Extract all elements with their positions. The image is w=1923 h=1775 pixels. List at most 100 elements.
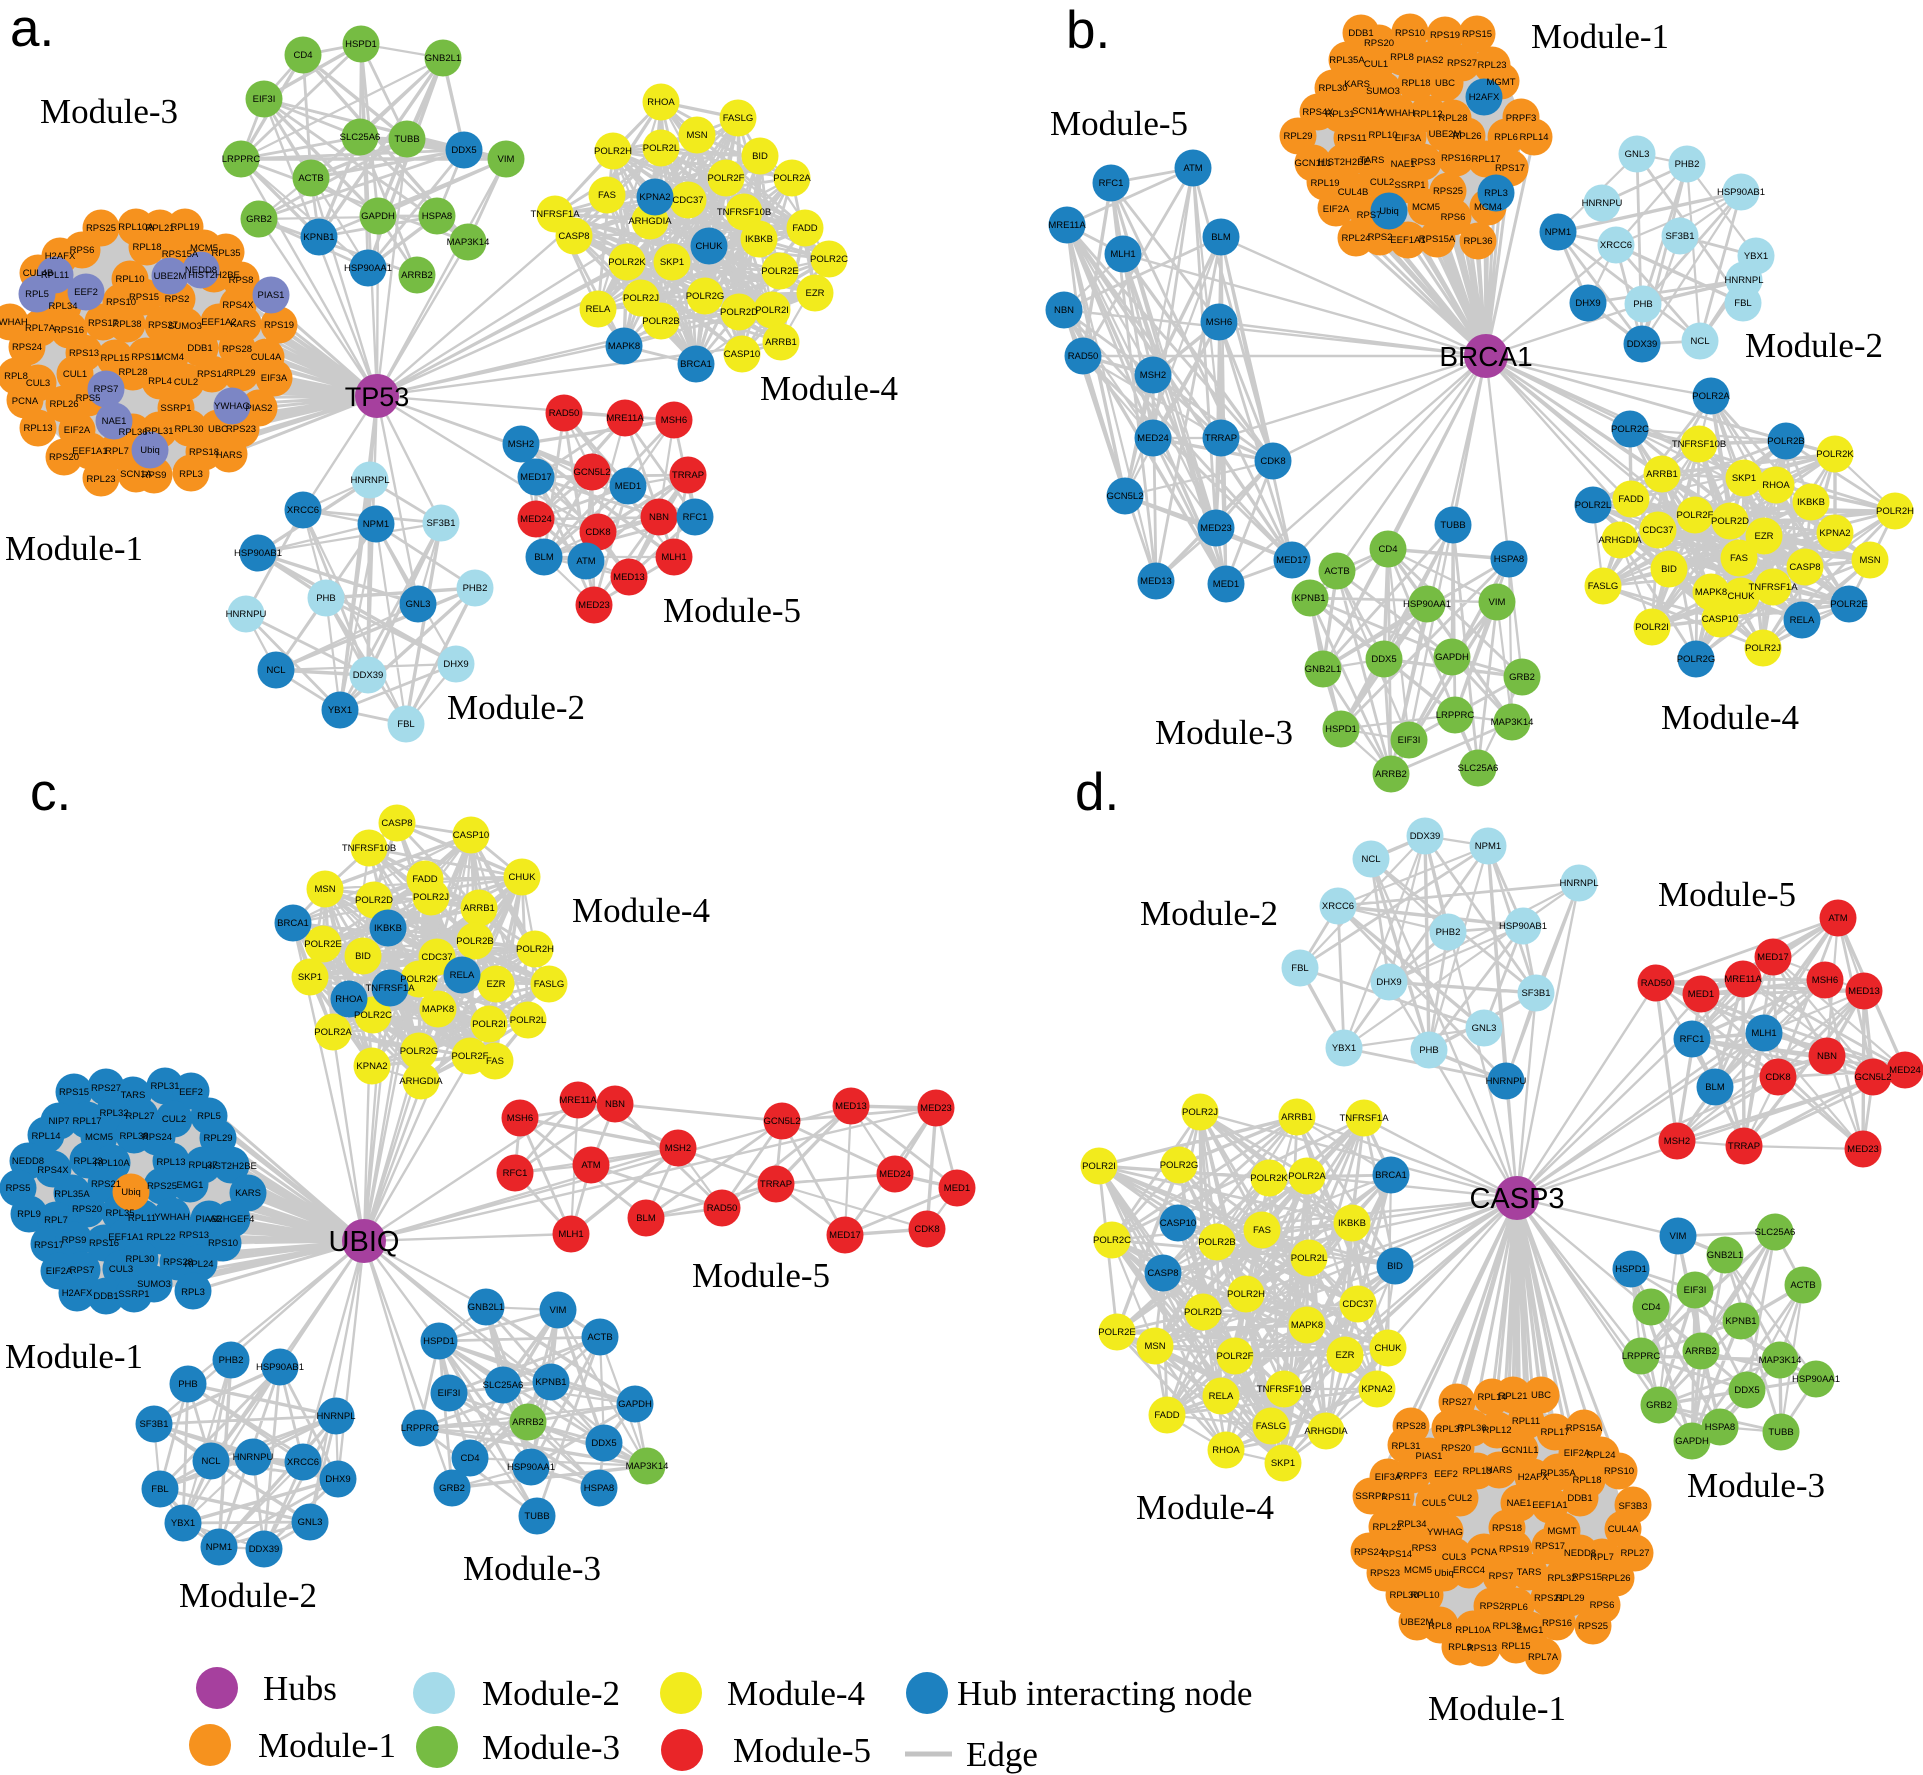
svg-text:RPL8: RPL8 [1428, 1621, 1452, 1632]
svg-text:RPL7: RPL7 [1590, 1552, 1614, 1563]
svg-text:RPL28: RPL28 [118, 367, 147, 378]
svg-text:RPS9: RPS9 [142, 470, 167, 481]
svg-text:GCN5L2: GCN5L2 [1107, 491, 1144, 502]
svg-text:EZR: EZR [1336, 1350, 1355, 1361]
svg-text:PCNA: PCNA [12, 396, 39, 407]
svg-text:RPL30: RPL30 [125, 1254, 154, 1265]
svg-text:CUL2: CUL2 [1370, 177, 1394, 188]
svg-text:MCM5: MCM5 [190, 243, 218, 254]
svg-text:RPS20: RPS20 [1441, 1443, 1471, 1454]
svg-text:MSN: MSN [314, 884, 335, 895]
svg-text:KPNB1: KPNB1 [535, 1377, 566, 1388]
svg-text:RPS13: RPS13 [179, 1230, 209, 1241]
svg-text:Module-5: Module-5 [1050, 104, 1188, 143]
svg-text:CDC37: CDC37 [421, 952, 452, 963]
svg-text:TUBB: TUBB [1440, 520, 1465, 531]
svg-text:MED13: MED13 [1848, 986, 1880, 997]
svg-text:IKBKB: IKBKB [374, 923, 402, 934]
svg-text:Module-2: Module-2 [1140, 894, 1278, 933]
svg-text:KPNB1: KPNB1 [1294, 593, 1325, 604]
svg-text:MED17: MED17 [1276, 555, 1308, 566]
svg-text:RPL30: RPL30 [174, 424, 203, 435]
svg-text:SF3B1: SF3B1 [1665, 231, 1694, 242]
svg-text:POLR2K: POLR2K [400, 974, 438, 985]
svg-text:HSPA8: HSPA8 [1705, 1422, 1735, 1433]
svg-text:Module-5: Module-5 [733, 1731, 871, 1770]
svg-text:FASLG: FASLG [534, 979, 565, 990]
svg-text:NPM1: NPM1 [1545, 227, 1571, 238]
svg-text:SSRP1: SSRP1 [118, 1289, 149, 1300]
svg-text:GAPDH: GAPDH [1435, 652, 1469, 663]
svg-text:RPS16: RPS16 [54, 325, 84, 336]
svg-text:NBN: NBN [1817, 1051, 1837, 1062]
svg-text:RPL10: RPL10 [115, 274, 144, 285]
svg-text:BRCA1: BRCA1 [277, 918, 309, 929]
svg-text:GNL3: GNL3 [406, 599, 431, 610]
svg-text:TNFRSF1A: TNFRSF1A [365, 983, 415, 994]
svg-text:CUL3: CUL3 [109, 1264, 133, 1275]
svg-text:CHUK: CHUK [1728, 591, 1756, 602]
svg-text:DHX9: DHX9 [443, 659, 468, 670]
svg-text:RPL14: RPL14 [31, 1131, 60, 1142]
svg-text:DHX9: DHX9 [1575, 298, 1600, 309]
svg-text:MSH2: MSH2 [508, 439, 534, 450]
svg-text:HNRNPU: HNRNPU [233, 1452, 274, 1463]
svg-text:ACTB: ACTB [1790, 1280, 1815, 1291]
svg-text:POLR2F: POLR2F [1677, 510, 1714, 521]
svg-text:MLH1: MLH1 [1751, 1028, 1776, 1039]
svg-text:CHUK: CHUK [1375, 1343, 1403, 1354]
svg-text:KPNA2: KPNA2 [1361, 1384, 1392, 1395]
svg-text:CUL2: CUL2 [174, 377, 198, 388]
svg-text:RPS17: RPS17 [1495, 163, 1525, 174]
svg-text:DDB1: DDB1 [1567, 1493, 1592, 1504]
svg-text:CUL1: CUL1 [63, 369, 87, 380]
svg-text:a.: a. [10, 0, 54, 58]
svg-text:EZR: EZR [487, 979, 506, 990]
svg-text:BRCA1: BRCA1 [1439, 341, 1532, 372]
svg-text:FAS: FAS [1253, 1225, 1271, 1236]
svg-text:RPL18: RPL18 [1401, 78, 1430, 89]
svg-text:RPS11: RPS11 [131, 352, 160, 363]
svg-text:ACTB: ACTB [298, 173, 323, 184]
svg-text:CUL3: CUL3 [26, 378, 50, 389]
svg-text:FADD: FADD [792, 223, 817, 234]
svg-text:Module-4: Module-4 [1136, 1488, 1274, 1527]
svg-text:SSRP1: SSRP1 [160, 403, 191, 414]
svg-text:POLR2E: POLR2E [761, 266, 799, 277]
svg-text:RPS11: RPS11 [1337, 133, 1366, 144]
svg-text:NEDD8: NEDD8 [12, 1156, 44, 1167]
svg-text:DDX5: DDX5 [1734, 1385, 1759, 1396]
svg-text:RPS15A: RPS15A [162, 249, 199, 260]
svg-text:RPL23: RPL23 [1477, 60, 1506, 71]
svg-text:RPS17: RPS17 [1535, 1541, 1565, 1552]
svg-text:SSRP1: SSRP1 [1355, 1491, 1386, 1502]
svg-text:MAPK8: MAPK8 [1695, 587, 1727, 598]
svg-text:H2AFX: H2AFX [1518, 1472, 1549, 1483]
svg-text:MED1: MED1 [1213, 579, 1239, 590]
svg-text:RPS13: RPS13 [69, 348, 99, 359]
svg-text:MLH1: MLH1 [1110, 249, 1135, 260]
svg-text:CD4: CD4 [1641, 1302, 1660, 1313]
svg-text:RPL7: RPL7 [105, 446, 129, 457]
svg-text:RPL10A: RPL10A [118, 222, 154, 233]
svg-text:DDX39: DDX39 [1410, 831, 1441, 842]
svg-text:FASLG: FASLG [1588, 581, 1619, 592]
svg-text:TNFRSF1A: TNFRSF1A [1339, 1113, 1389, 1124]
svg-text:RPS14: RPS14 [1382, 1549, 1412, 1560]
svg-text:HNRNPU: HNRNPU [1582, 198, 1623, 209]
svg-text:POLR2D: POLR2D [1184, 1307, 1222, 1318]
svg-text:RPL11: RPL11 [41, 270, 69, 281]
svg-text:VIM: VIM [1489, 597, 1506, 608]
svg-text:XRCC6: XRCC6 [1600, 240, 1632, 251]
svg-text:RPL35: RPL35 [211, 248, 240, 259]
svg-text:KPNA2: KPNA2 [356, 1061, 387, 1072]
svg-text:GRB2: GRB2 [1509, 672, 1535, 683]
svg-text:RPS17: RPS17 [34, 1240, 64, 1251]
svg-text:TUBB: TUBB [1768, 1427, 1793, 1438]
svg-text:HSP90AB1: HSP90AB1 [234, 548, 282, 559]
svg-text:ARHGDIA: ARHGDIA [399, 1076, 443, 1087]
svg-text:Module-3: Module-3 [1687, 1466, 1825, 1505]
svg-text:PHB2: PHB2 [1436, 927, 1461, 938]
svg-text:GNB2L1: GNB2L1 [1707, 1250, 1743, 1261]
svg-text:RPL37: RPL37 [188, 1160, 217, 1171]
